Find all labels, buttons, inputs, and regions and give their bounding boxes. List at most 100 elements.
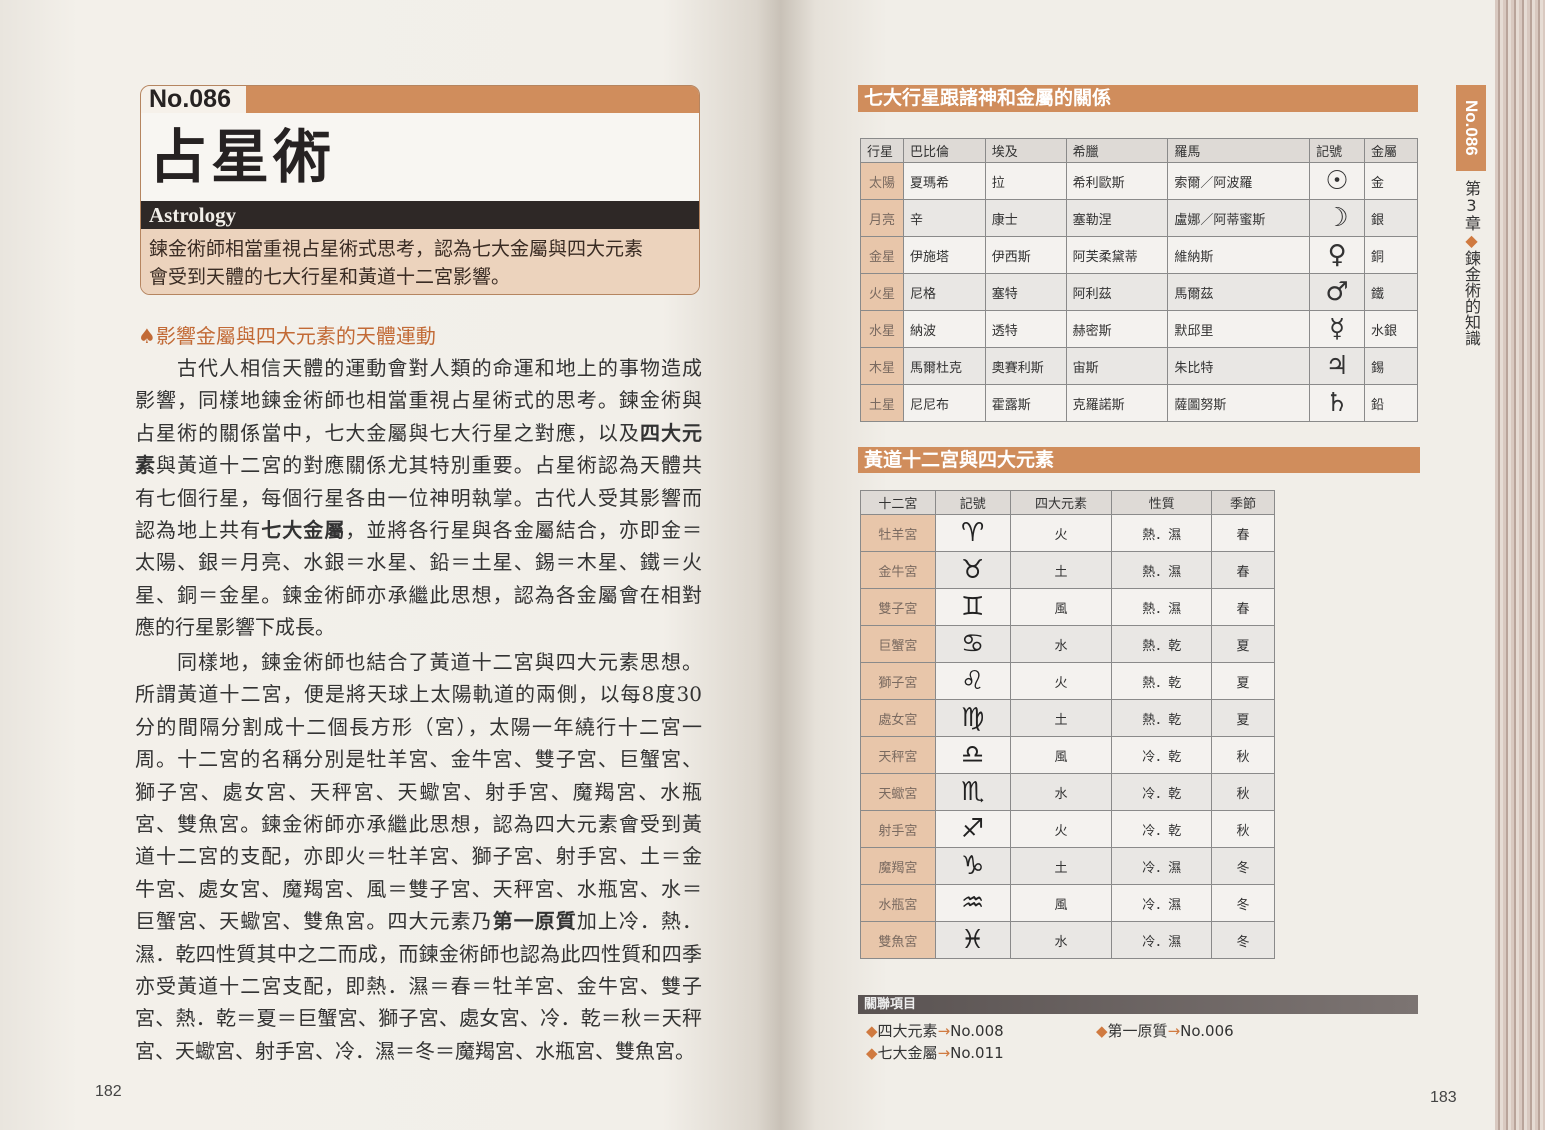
table-cell: 冬 bbox=[1211, 884, 1275, 922]
text-run: 分的間隔分割成十二個長方形（宮），太陽一年繞行十二宮一 bbox=[135, 714, 702, 739]
table-cell: 朱比特 bbox=[1167, 347, 1311, 385]
symbol-icon: ♃ bbox=[1309, 347, 1366, 385]
page-title: 占星術 bbox=[141, 113, 699, 201]
table-cell: 冷．乾 bbox=[1111, 736, 1213, 774]
zodiac-table: 十二宮 記號 四大元素 性質 季節 牡羊宮 ♈ 火熱．濕春金牛宮 ♉ 土熱．濕春雙子宮 ♊ 風熱．濕春… bbox=[860, 490, 1275, 959]
summary-line: 鍊金術師相當重視占星術式思考，認為七大金屬與四大元素 bbox=[149, 238, 644, 260]
table-cell: 冬 bbox=[1211, 921, 1275, 959]
table-cell: 伊西斯 bbox=[984, 236, 1067, 274]
bold-term: 第一原質 bbox=[492, 909, 577, 934]
text-line: 所謂黃道十二宮，便是將天球上太陽軌道的兩側，以每8度30 bbox=[135, 678, 702, 710]
table-cell: 納波 bbox=[902, 310, 986, 348]
text-run: 獅子宮、處女宮、天秤宮、天蠍宮、射手宮、魔羯宮、水瓶 bbox=[135, 779, 702, 804]
table-cell: 風 bbox=[1009, 884, 1113, 922]
symbol-icon: ♐ bbox=[934, 810, 1011, 848]
table-row: 金牛宮 ♉ 土熱．濕春 bbox=[860, 551, 1275, 589]
column-header: 巴比倫 bbox=[902, 138, 986, 163]
text-run: 應的行星影響下成長。 bbox=[135, 615, 335, 640]
table-cell: 霍露斯 bbox=[984, 384, 1067, 422]
table-cell: 夏 bbox=[1211, 662, 1275, 700]
related-item[interactable]: ◆第一原質→No.006 bbox=[1096, 1022, 1234, 1040]
table-cell: 春 bbox=[1211, 588, 1275, 626]
text-line: 濕．乾四性質其中之二而成，而鍊金術師也認為此四性質和四季 bbox=[135, 938, 702, 970]
column-header: 季節 bbox=[1211, 490, 1275, 515]
table-cell: 盧娜／阿蒂蜜斯 bbox=[1167, 199, 1311, 237]
related-item[interactable]: ◆四大元素→No.008 bbox=[866, 1022, 1004, 1040]
symbol-icon: ☽ bbox=[1309, 199, 1366, 237]
text-run: 巨蟹宮、天蠍宮、雙魚宮。四大元素乃 bbox=[135, 909, 493, 934]
table-cell: 風 bbox=[1009, 736, 1113, 774]
table-cell: 默邱里 bbox=[1167, 310, 1311, 348]
planets-table-heading: 七大行星跟諸神和金屬的關係 bbox=[858, 85, 1418, 112]
bold-term: 素 bbox=[135, 453, 157, 478]
column-header: 金屬 bbox=[1364, 138, 1418, 163]
entry-header: No.086 占星術 Astrology 鍊金術師相當重視占星術式思考，認為七大… bbox=[140, 85, 700, 295]
page-edges bbox=[1495, 0, 1545, 1130]
table-cell: 夏 bbox=[1211, 699, 1275, 737]
table-cell: 春 bbox=[1211, 551, 1275, 589]
table-cell: 水瓶宮 bbox=[860, 884, 936, 922]
column-header: 希臘 bbox=[1065, 138, 1169, 163]
diamond-icon: ◆ bbox=[1096, 1022, 1108, 1040]
table-cell: 冬 bbox=[1211, 847, 1275, 885]
text-run: 周。十二宮的名稱分別是牡羊宮、金牛宮、雙子宮、巨蟹宮、 bbox=[135, 747, 702, 772]
table-row: 月亮辛康士 塞勒涅 盧娜／阿蒂蜜斯 ☽ 銀 bbox=[860, 199, 1418, 237]
table-cell: 天秤宮 bbox=[860, 736, 936, 774]
table-cell: 土星 bbox=[860, 384, 904, 422]
text-run: 宮、熱．乾＝夏＝巨蟹宮、獅子宮、處女宮、冷．乾＝秋＝天秤 bbox=[135, 1006, 702, 1031]
zodiac-table-heading: 黃道十二宮與四大元素 bbox=[858, 447, 1420, 473]
table-cell: 火 bbox=[1009, 662, 1113, 700]
spade-icon: ♠ bbox=[138, 324, 156, 348]
table-cell: 冷．濕 bbox=[1111, 921, 1213, 959]
symbol-icon: ♏ bbox=[934, 773, 1011, 811]
table-row: 木星 馬爾杜克 奧賽利斯 宙斯 朱比特 ♃ 錫 bbox=[860, 347, 1418, 385]
symbol-icon: ♀ bbox=[1309, 236, 1366, 274]
text-line: 巨蟹宮、天蠍宮、雙魚宮。四大元素乃第一原質加上冷．熱． bbox=[135, 905, 702, 937]
table-cell: 赫密斯 bbox=[1065, 310, 1169, 348]
text-run: 與黃道十二宮的對應關係尤其特別重要。占星術認為天體共 bbox=[156, 453, 703, 478]
table-cell: 獅子宮 bbox=[860, 662, 936, 700]
symbol-icon: ♒ bbox=[934, 884, 1011, 922]
arrow-icon: → bbox=[937, 1022, 951, 1040]
table-cell: 塞勒涅 bbox=[1065, 199, 1169, 237]
text-run: 影響，同樣地鍊金術師也相當重視占星術式的思考。鍊金術與 bbox=[135, 388, 702, 413]
table-cell: 馬爾杜克 bbox=[902, 347, 986, 385]
table-cell: 處女宮 bbox=[860, 699, 936, 737]
page-number-right: 183 bbox=[1430, 1089, 1457, 1106]
column-header: 四大元素 bbox=[1009, 490, 1113, 515]
table-cell: 冷．乾 bbox=[1111, 810, 1213, 848]
entry-number: No.086 bbox=[141, 86, 246, 113]
text-line: 應的行星影響下成長。 bbox=[135, 611, 702, 643]
column-header: 記號 bbox=[934, 490, 1011, 515]
table-cell: 熱．濕 bbox=[1111, 588, 1213, 626]
table-cell: 火 bbox=[1009, 514, 1113, 552]
related-item[interactable]: ◆七大金屬→No.011 bbox=[866, 1044, 1004, 1062]
page-number-left: 182 bbox=[95, 1083, 122, 1100]
table-row: 巨蟹宮 ♋ 水熱．乾夏 bbox=[860, 625, 1275, 663]
text-line: 宮、天蠍宮、射手宮、冷．濕＝冬＝魔羯宮、水瓶宮、雙魚宮。 bbox=[135, 1035, 702, 1067]
table-cell: 熱．乾 bbox=[1111, 625, 1213, 663]
table-cell: 伊施塔 bbox=[902, 236, 986, 274]
table-cell: 鐵 bbox=[1364, 273, 1418, 311]
text-run: 太陽、銀＝月亮、水銀＝水星、鉛＝土星、錫＝木星、鐵＝火 bbox=[135, 550, 702, 575]
text-run: 占星術的關係當中，七大金屬與七大行星之對應，以及 bbox=[135, 420, 640, 445]
text-line: 分的間隔分割成十二個長方形（宮），太陽一年繞行十二宮一 bbox=[135, 711, 702, 743]
table-cell: 土 bbox=[1009, 551, 1113, 589]
paragraph: 古代人相信天體的運動會對人類的命運和地上的事物造成 影響，同樣地鍊金術師也相當重視… bbox=[135, 352, 702, 644]
table-cell: 索爾／阿波羅 bbox=[1167, 162, 1311, 200]
text-run: 濕．乾四性質其中之二而成，而鍊金術師也認為此四性質和四季 bbox=[135, 941, 702, 966]
text-line: 認為地上共有七大金屬，並將各行星與各金屬結合，亦即金＝ bbox=[135, 514, 702, 546]
summary-line: 會受到天體的七大行星和黃道十二宮影響。 bbox=[149, 266, 511, 288]
table-cell: 熱．乾 bbox=[1111, 699, 1213, 737]
table-cell: 春 bbox=[1211, 514, 1275, 552]
table-cell: 牡羊宮 bbox=[860, 514, 936, 552]
column-header: 行星 bbox=[860, 138, 904, 163]
symbol-icon: ♓ bbox=[934, 921, 1011, 959]
table-cell: 雙子宮 bbox=[860, 588, 936, 626]
bold-term: 七大金屬 bbox=[261, 517, 346, 542]
table-row: 獅子宮 ♌ 火熱．乾夏 bbox=[860, 662, 1275, 700]
entry-number-bar: No.086 bbox=[141, 86, 699, 113]
table-row: 金星 伊施塔 伊西斯 阿芙柔黛蒂 維納斯 ♀ 銅 bbox=[860, 236, 1418, 274]
table-cell: 風 bbox=[1009, 588, 1113, 626]
table-cell: 尼尼布 bbox=[902, 384, 986, 422]
